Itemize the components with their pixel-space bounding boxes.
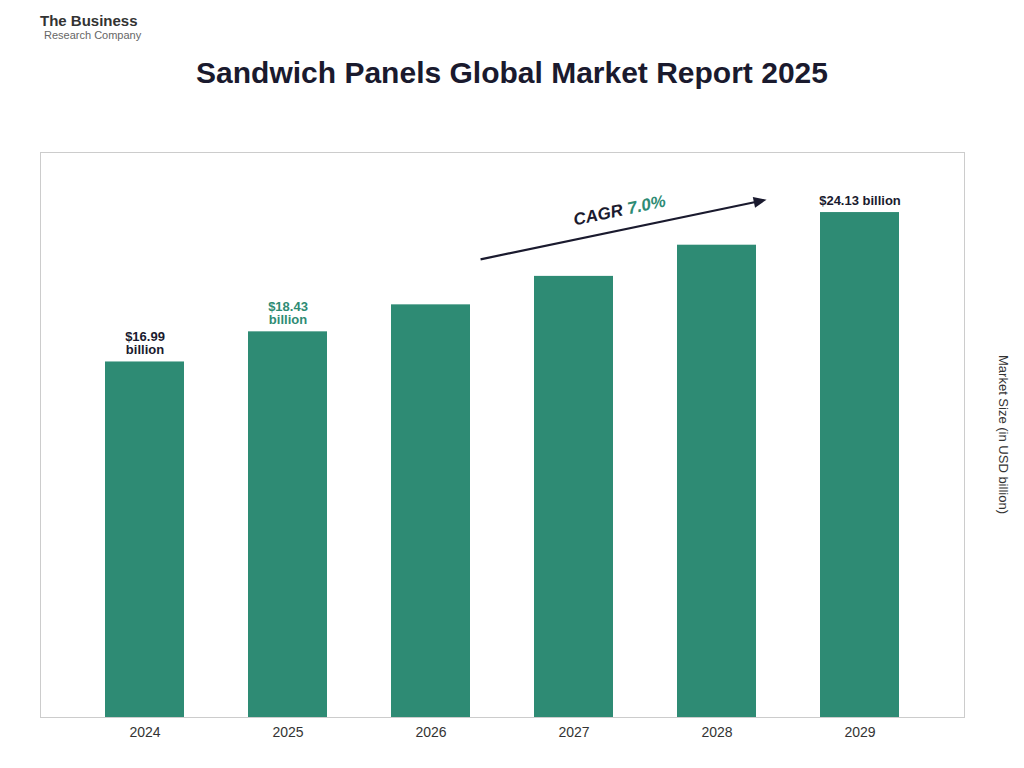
svg-text:$24.13 billion: $24.13 billion (819, 193, 901, 208)
svg-text:2029: 2029 (844, 724, 875, 740)
html-text:The Business: The Business (40, 12, 138, 29)
svg-text:2025: 2025 (272, 724, 303, 740)
svg-text:2026: 2026 (415, 724, 446, 740)
svg-text:2024: 2024 (129, 724, 160, 740)
svg-text:Market Size (in USD billion): Market Size (in USD billion) (996, 355, 1011, 514)
svg-text:$16.99billion: $16.99billion (125, 329, 165, 357)
svg-text:CAGR7.0%: CAGR7.0% (572, 192, 668, 230)
svg-text:2027: 2027 (558, 724, 589, 740)
svg-text:2028: 2028 (701, 724, 732, 740)
svg-text:$18.43billion: $18.43billion (268, 299, 308, 327)
html-text:Research Company: Research Company (44, 29, 142, 41)
html-text:Sandwich Panels Global Market: Sandwich Panels Global Market Report 202… (196, 56, 828, 89)
